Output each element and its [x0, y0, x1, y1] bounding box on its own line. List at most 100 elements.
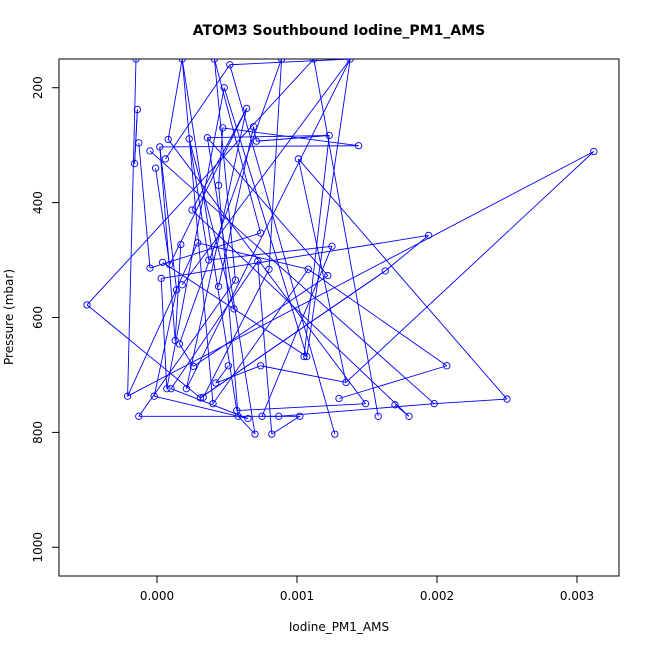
- series-points: [83, 59, 598, 438]
- data-point: [325, 131, 333, 140]
- data-point: [151, 164, 160, 172]
- series-line-segment: [345, 151, 595, 383]
- series-line-segment: [127, 242, 199, 397]
- data-point: [193, 239, 202, 247]
- data-point: [252, 137, 261, 145]
- data-point: [374, 412, 382, 420]
- data-point: [265, 265, 273, 273]
- series-line-segment: [229, 59, 351, 66]
- data-point: [156, 143, 164, 151]
- series-line-segment: [155, 168, 171, 265]
- data-point: [135, 139, 143, 147]
- data-point: [224, 362, 233, 370]
- series-line-segment: [338, 365, 447, 399]
- data-point: [123, 392, 132, 400]
- series-line-segment: [218, 126, 255, 287]
- series-line-segment: [256, 134, 330, 142]
- x-tick-label: 0.002: [420, 589, 454, 603]
- data-point: [219, 124, 227, 132]
- data-point: [354, 142, 363, 150]
- series-line-segment: [179, 343, 194, 367]
- series-line-segment: [213, 59, 236, 281]
- data-point: [164, 135, 172, 144]
- data-point: [205, 256, 213, 264]
- data-point: [303, 352, 311, 361]
- series-line-segment: [307, 268, 448, 367]
- series-line-segment: [188, 138, 210, 261]
- series-line-segment: [223, 87, 308, 357]
- data-point: [304, 265, 312, 273]
- series-line-segment: [170, 260, 259, 389]
- x-tick-label: 0.001: [280, 589, 314, 603]
- data-point: [335, 394, 343, 403]
- series-line-segment: [160, 278, 168, 389]
- y-axis: 200 400 600 800 1000: [31, 76, 60, 563]
- data-point: [331, 430, 339, 438]
- x-axis-label: Iodine_PM1_AMS: [289, 620, 389, 634]
- y-tick-label: 200: [31, 76, 45, 99]
- data-point: [230, 305, 238, 313]
- data-point: [258, 412, 266, 420]
- data-point: [249, 123, 258, 131]
- series-line-segment: [278, 403, 435, 417]
- data-point: [256, 362, 265, 370]
- series-line-segment: [384, 235, 429, 272]
- data-point: [424, 231, 433, 240]
- series-line-segment: [178, 59, 283, 345]
- data-point: [182, 385, 191, 393]
- series-line-segment: [303, 135, 330, 357]
- data-point: [251, 430, 259, 438]
- data-point: [172, 286, 181, 294]
- data-point: [244, 414, 252, 423]
- x-axis: 0.000 0.001 0.002 0.003: [140, 575, 594, 603]
- series-line-segment: [213, 59, 262, 234]
- series-line-segment: [207, 137, 329, 276]
- data-point: [503, 395, 511, 403]
- data-point: [163, 385, 171, 393]
- series-line-segment: [181, 59, 238, 411]
- y-tick-label: 600: [31, 306, 45, 329]
- data-point: [210, 59, 219, 63]
- data-point: [328, 242, 336, 250]
- series-line-segment: [212, 268, 309, 404]
- data-point: [590, 147, 598, 156]
- data-point: [310, 59, 318, 63]
- data-point: [185, 135, 193, 143]
- y-axis-label: Pressure (mbar): [2, 269, 16, 365]
- data-point: [133, 105, 142, 114]
- y-tick-label: 800: [31, 421, 45, 444]
- data-point: [146, 264, 154, 272]
- data-point: [405, 412, 413, 420]
- data-point: [430, 400, 438, 408]
- series-line-segment: [149, 150, 435, 405]
- data-point: [324, 271, 332, 280]
- series-lines: [86, 59, 595, 435]
- data-point: [254, 257, 262, 265]
- series-line-segment: [271, 415, 301, 435]
- data-point: [256, 229, 265, 237]
- data-point: [157, 274, 165, 283]
- data-point: [294, 155, 303, 163]
- series-line-segment: [159, 146, 178, 290]
- data-point: [135, 412, 143, 420]
- data-point: [231, 276, 240, 284]
- data-point: [214, 282, 223, 291]
- data-point: [209, 400, 217, 408]
- series-line-segment: [207, 134, 330, 139]
- data-point: [165, 261, 174, 269]
- y-tick-label: 1000: [31, 532, 45, 563]
- series-line-segment: [138, 142, 151, 269]
- series-line-segment: [127, 151, 595, 397]
- x-tick-label: 0.003: [560, 589, 594, 603]
- series-line-segment: [134, 109, 138, 164]
- series-line-segment: [185, 59, 351, 389]
- data-point: [161, 155, 170, 163]
- data-point: [443, 362, 451, 370]
- data-point: [132, 59, 140, 63]
- data-point: [177, 240, 185, 249]
- series-line-segment: [159, 145, 359, 148]
- data-point: [342, 378, 350, 387]
- data-point: [275, 412, 283, 420]
- series-line-segment: [161, 234, 429, 279]
- data-point: [220, 84, 228, 92]
